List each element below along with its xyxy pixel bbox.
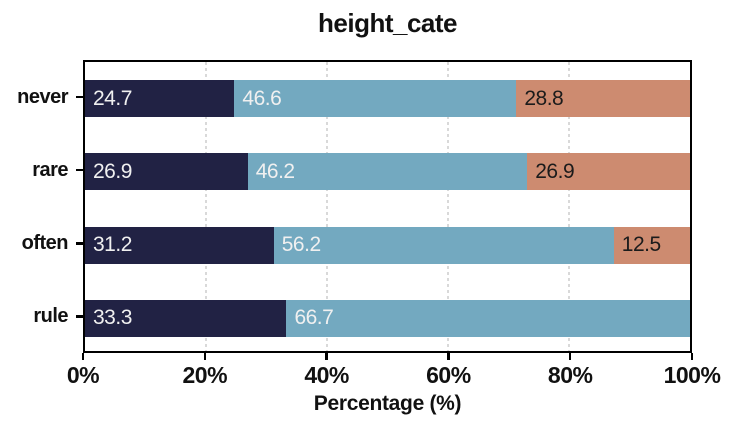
bar-never-segment-2: 46.6 [234, 80, 517, 118]
bar-value-label: 26.9 [93, 159, 132, 183]
x-tick-label-40: 40% [304, 362, 349, 388]
x-tick-mark-0 [81, 353, 85, 360]
bar-value-label: 28.8 [524, 86, 564, 110]
y-tick-mark-rule [76, 315, 83, 318]
bar-value-label: 46.2 [255, 159, 295, 183]
y-tick-mark-never [76, 95, 83, 99]
bar-value-label: 56.2 [281, 233, 321, 257]
bar-often-segment-2: 56.2 [273, 226, 614, 264]
bar-row-often: 31.2 56.2 12.5 [85, 226, 690, 264]
bar-value-label: 26.9 [535, 159, 575, 183]
y-tick-label-often: often [21, 232, 69, 255]
bar-rare-segment-3: 26.9 [527, 153, 690, 191]
x-axis-title: Percentage (%) [313, 392, 462, 415]
bar-never-segment-3: 28.8 [516, 80, 690, 118]
x-tick-mark-100 [690, 353, 694, 360]
bar-rule-segment-1: 33.3 [85, 299, 287, 337]
y-tick-label-never: never [17, 85, 68, 108]
gridline-40 [326, 62, 328, 351]
bar-row-never: 24.7 46.6 28.8 [85, 80, 690, 118]
x-tick-label-100: 100% [663, 362, 721, 388]
gridline-60 [447, 62, 449, 351]
chart-title: height_cate [318, 8, 458, 38]
y-tick-mark-often [76, 242, 83, 245]
plot-area: 24.7 46.6 28.8 26.9 46.2 26.9 31.2 56.2 12.5 33.3… [83, 60, 692, 353]
y-tick-label-rare: rare [32, 158, 68, 181]
bar-value-label: 31.2 [93, 233, 132, 257]
x-tick-mark-60 [447, 353, 450, 360]
bar-value-label: 33.3 [93, 306, 132, 330]
bar-never-segment-1: 24.7 [85, 80, 235, 118]
x-tick-mark-40 [325, 353, 328, 360]
bar-rare-segment-1: 26.9 [85, 153, 248, 191]
gridline-80 [568, 62, 570, 351]
bar-value-label: 24.7 [93, 86, 132, 110]
bar-row-rule: 33.3 66.7 [85, 299, 690, 337]
bar-often-segment-1: 31.2 [85, 226, 274, 264]
x-tick-mark-20 [203, 353, 206, 360]
x-tick-label-20: 20% [182, 362, 228, 388]
bar-value-label: 46.6 [242, 86, 282, 110]
x-tick-label-80: 80% [547, 362, 593, 388]
bar-value-label: 66.7 [294, 306, 334, 330]
bar-rare-segment-2: 46.2 [247, 153, 528, 191]
bar-value-label: 12.5 [621, 233, 661, 257]
bar-rule-segment-2: 66.7 [286, 299, 690, 337]
y-tick-label-rule: rule [33, 305, 68, 328]
gridline-20 [205, 62, 207, 351]
bar-often-segment-3: 12.5 [613, 226, 690, 264]
x-tick-label-0: 0% [66, 362, 100, 388]
bar-row-rare: 26.9 46.2 26.9 [85, 153, 690, 191]
x-tick-mark-80 [569, 353, 572, 360]
x-tick-label-60: 60% [426, 362, 471, 388]
y-tick-mark-rare [76, 168, 83, 172]
